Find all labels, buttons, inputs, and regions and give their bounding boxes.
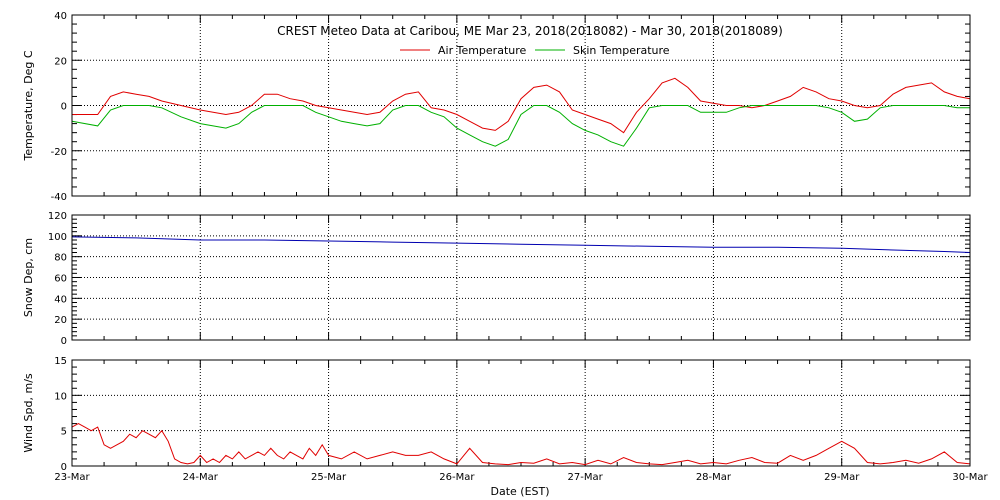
- legend-item: Skin Temperature: [535, 44, 670, 57]
- y-axis-title: Temperature, Deg C: [22, 50, 35, 161]
- panel-frame: [71, 214, 971, 341]
- x-tick-label: 29-Mar: [824, 472, 860, 483]
- y-tick-label: 40: [54, 11, 67, 22]
- y-tick-label: 0: [61, 336, 67, 347]
- x-tick-label: 26-Mar: [439, 472, 475, 483]
- chart-title: CREST Meteo Data at Caribou, ME Mar 23, …: [277, 24, 783, 38]
- y-tick-label: 20: [54, 315, 67, 326]
- y-tick-label: 20: [54, 56, 67, 67]
- x-tick-label: 25-Mar: [311, 472, 347, 483]
- series-line: [71, 236, 971, 253]
- y-tick-label: 10: [54, 391, 67, 402]
- y-tick-label: 5: [61, 427, 67, 438]
- panel-3: 0 5 10 15 Wind Spd, m/s: [22, 356, 971, 473]
- panel-frame: [71, 14, 971, 197]
- x-tick-label: 27-Mar: [568, 472, 604, 483]
- series-line: [71, 105, 970, 147]
- x-tick-label: 24-Mar: [183, 472, 219, 483]
- y-tick-label: 0: [61, 102, 67, 113]
- panel-2: 0 20 40 60 80 100 120 Snow Dep, cm: [22, 211, 971, 347]
- series-line: [71, 423, 971, 466]
- y-tick-label: 0: [61, 462, 67, 473]
- x-tick-label: 28-Mar: [696, 472, 732, 483]
- panel-1: -40 -20 0 20 40 Temperature, Deg C: [22, 11, 971, 203]
- y-tick-label: -40: [51, 192, 67, 203]
- x-tick-label: 23-Mar: [54, 472, 90, 483]
- x-tick-label: 30-Mar: [952, 472, 988, 483]
- y-tick-label: 60: [54, 274, 67, 285]
- panels-layer: -40 -20 0 20 40 Temperature, Deg C 0 20 40 60 80 10…: [22, 11, 988, 483]
- y-axis-title: Wind Spd, m/s: [22, 373, 35, 453]
- legend-label: Air Temperature: [438, 44, 527, 57]
- x-axis-title: Date (EST): [490, 485, 549, 498]
- y-tick-label: 120: [48, 211, 67, 222]
- legend-label: Skin Temperature: [573, 44, 670, 57]
- series-line: [72, 77, 971, 134]
- panel-frame: [71, 359, 971, 467]
- y-tick-label: 15: [54, 356, 67, 367]
- y-tick-label: 40: [54, 294, 67, 305]
- y-tick-label: 100: [48, 232, 67, 243]
- y-tick-label: -20: [51, 147, 67, 158]
- legend: Air Temperature Skin Temperature: [400, 44, 670, 57]
- legend-item: Air Temperature: [400, 44, 527, 57]
- y-axis-title: Snow Dep, cm: [22, 238, 35, 317]
- y-tick-label: 80: [54, 253, 67, 264]
